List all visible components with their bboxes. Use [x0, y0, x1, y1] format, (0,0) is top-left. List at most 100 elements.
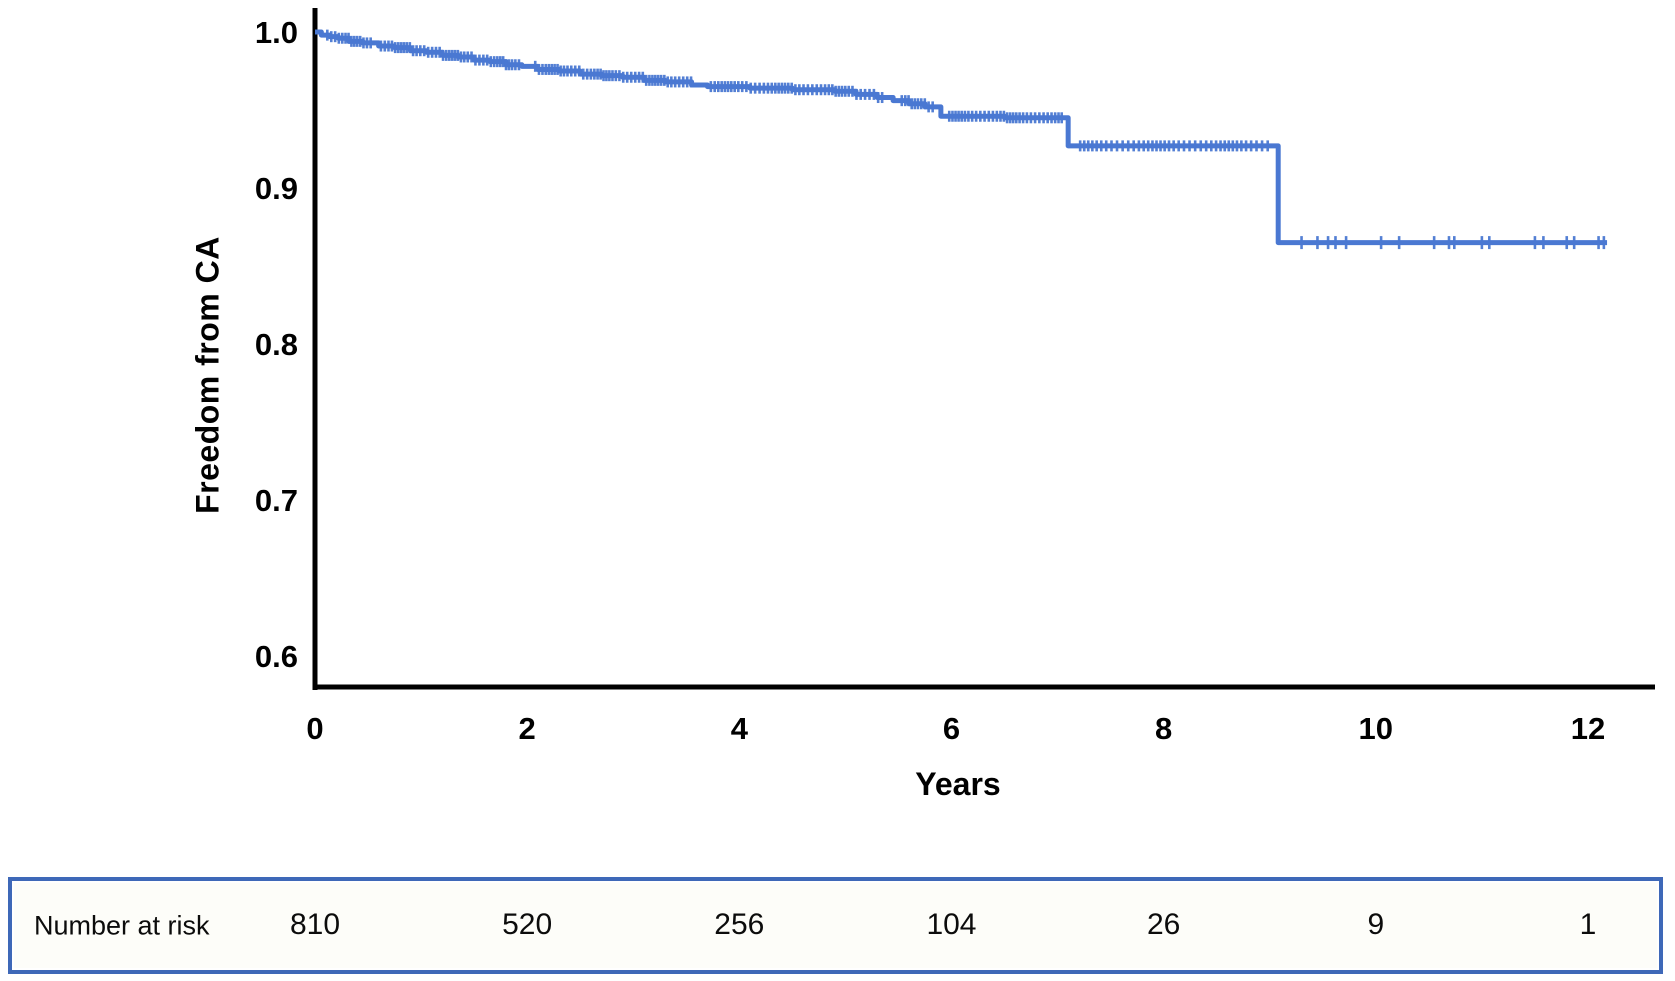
censor-tick: [681, 76, 685, 88]
censor-tick: [466, 51, 470, 63]
censor-tick: [923, 98, 927, 110]
censor-tick: [1452, 236, 1456, 250]
censor-tick: [537, 63, 541, 75]
censor-tick: [876, 92, 880, 104]
censor-tick: [559, 65, 562, 77]
censor-tick: [656, 74, 660, 86]
censor-tick: [1188, 140, 1191, 152]
censor-tick: [426, 46, 430, 58]
censor-tick: [1177, 140, 1180, 152]
censor-tick: [960, 110, 963, 122]
censor-tick: [670, 76, 673, 88]
censor-tick: [919, 98, 923, 110]
risk-count-year-6: 104: [926, 908, 977, 941]
censor-tick: [438, 46, 441, 58]
censor-tick: [1025, 112, 1029, 124]
censor-tick: [399, 42, 403, 54]
censor-tick: [1095, 140, 1098, 152]
censor-tick: [581, 68, 585, 80]
censor-tick: [1110, 140, 1113, 152]
censor-tick: [677, 76, 681, 88]
risk-count-year-10: 9: [1367, 908, 1385, 941]
censor-tick: [602, 70, 605, 82]
censor-tick: [1172, 140, 1175, 152]
censor-tick: [900, 95, 904, 107]
censor-tick: [916, 98, 920, 110]
censor-tick: [402, 42, 406, 54]
censor-tick: [355, 35, 359, 47]
censor-tick: [954, 110, 957, 122]
censor-tick: [1151, 140, 1154, 152]
censor-tick: [872, 88, 876, 100]
risk-count-year-2: 520: [502, 908, 553, 941]
censor-tick: [444, 49, 448, 61]
censor-tick: [1086, 140, 1090, 152]
censor-tick: [720, 81, 723, 93]
censor-tick: [859, 88, 862, 100]
censor-tick: [762, 82, 766, 94]
censor-tick: [1266, 140, 1269, 152]
censor-tick: [1155, 140, 1158, 152]
censor-tick: [737, 81, 740, 93]
censor-tick: [983, 110, 986, 122]
censor-tick: [1344, 236, 1348, 250]
censor-tick: [951, 110, 954, 122]
censor-tick: [1204, 140, 1208, 152]
censor-tick: [770, 82, 774, 94]
censor-tick: [441, 49, 445, 61]
censor-tick: [553, 63, 556, 75]
censor-tick: [1326, 236, 1330, 250]
censor-tick: [1021, 112, 1025, 124]
censor-tick: [855, 88, 858, 100]
censor-tick: [1597, 236, 1600, 250]
censor-tick: [633, 71, 637, 83]
risk-count-year-12: 1: [1579, 908, 1597, 941]
x-tick-label: 6: [943, 711, 960, 746]
censor-tick: [1182, 140, 1186, 152]
censor-tick: [995, 110, 999, 122]
censor-tick: [1235, 140, 1239, 152]
censor-tick: [1533, 236, 1537, 250]
censor-tick: [596, 68, 599, 80]
censor-tick: [806, 84, 810, 96]
x-tick-label: 4: [731, 711, 749, 746]
risk-count-year-8: 26: [1146, 908, 1181, 941]
censor-tick: [337, 32, 341, 44]
censor-tick: [387, 40, 390, 52]
censor-tick: [405, 42, 409, 54]
censor-tick: [740, 81, 744, 93]
censor-tick: [1249, 140, 1253, 152]
censor-tick: [1015, 112, 1018, 124]
censor-tick: [831, 84, 834, 96]
censor-tick: [347, 32, 350, 44]
risk-table-label: Number at risk: [34, 910, 210, 940]
censor-tick: [931, 101, 934, 113]
x-tick-label: 2: [519, 711, 536, 746]
censor-tick: [614, 70, 618, 82]
censor-tick: [979, 110, 982, 122]
censor-tick: [947, 110, 951, 122]
censor-tick: [1223, 140, 1227, 152]
censor-tick: [1432, 236, 1436, 250]
censor-tick: [1231, 140, 1235, 152]
censor-tick: [1240, 140, 1243, 152]
censor-tick: [517, 59, 521, 71]
censor-tick: [786, 82, 790, 94]
censor-tick: [851, 85, 854, 97]
y-tick-label: 0.9: [255, 171, 298, 206]
censor-tick: [422, 45, 426, 57]
censor-tick: [847, 85, 851, 97]
censor-tick: [1082, 140, 1086, 152]
censor-tick: [1018, 112, 1021, 124]
censor-tick: [834, 85, 837, 97]
censor-tick: [780, 82, 784, 94]
censor-tick: [1011, 112, 1015, 124]
censor-tick: [510, 59, 514, 71]
censor-tick: [641, 71, 645, 83]
censor-tick: [390, 40, 394, 52]
censor-tick: [666, 76, 670, 88]
censor-tick: [415, 45, 418, 57]
censor-tick: [344, 32, 347, 44]
